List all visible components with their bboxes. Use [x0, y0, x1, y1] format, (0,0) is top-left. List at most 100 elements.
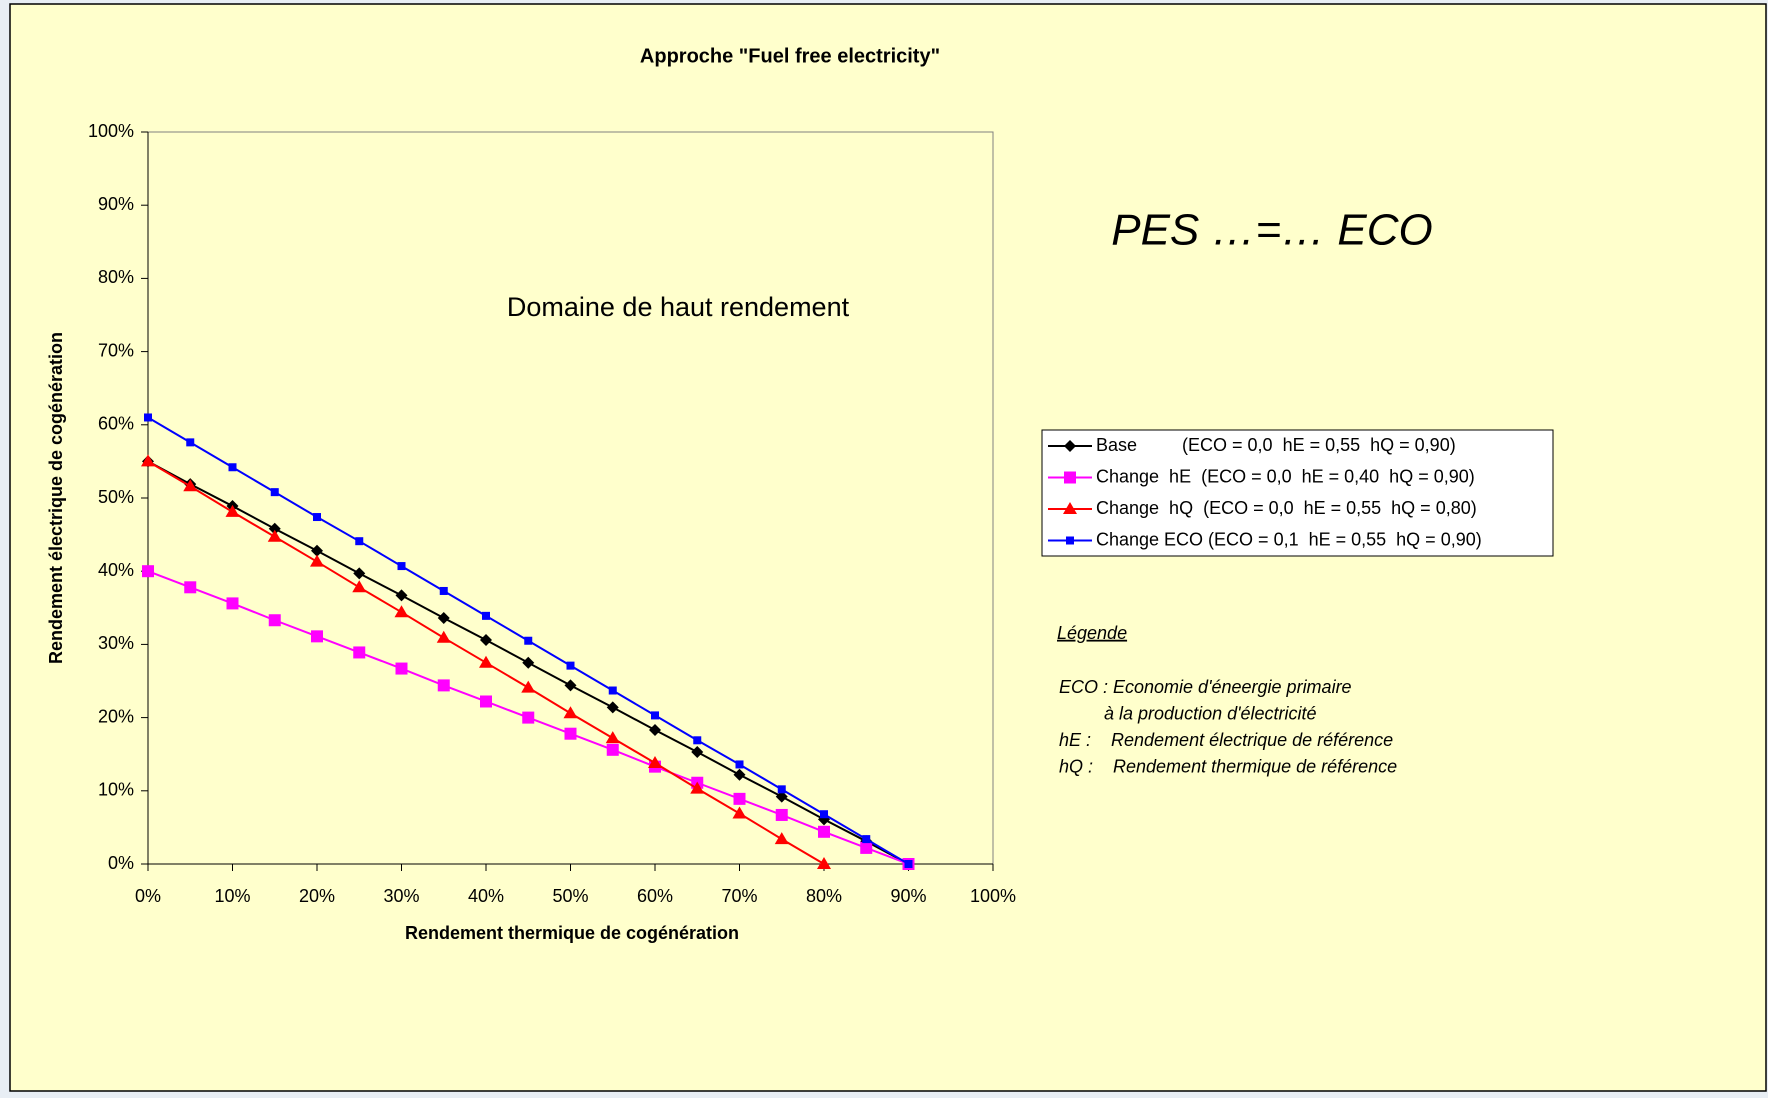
marker — [733, 768, 746, 781]
marker — [608, 686, 617, 695]
y-axis-label: Rendement électrique de cogénération — [46, 332, 66, 664]
marker — [268, 522, 281, 535]
y-tick-label: 90% — [98, 194, 134, 214]
notes-line: ECO : Economie d'éneergie primaire — [1059, 677, 1352, 697]
marker — [735, 760, 744, 769]
marker — [524, 636, 533, 645]
marker — [353, 646, 366, 659]
x-tick-label: 80% — [806, 886, 842, 906]
legend-label: Change hQ (ECO = 0,0 hE = 0,55 hQ = 0,80… — [1096, 498, 1477, 518]
marker — [606, 701, 619, 714]
x-tick-label: 0% — [135, 886, 161, 906]
marker — [270, 488, 279, 497]
marker — [690, 781, 705, 794]
marker — [818, 825, 830, 838]
marker — [183, 479, 198, 492]
marker — [480, 634, 492, 647]
marker — [226, 597, 239, 610]
marker — [522, 711, 535, 724]
marker — [186, 438, 195, 447]
x-tick-label: 10% — [214, 886, 250, 906]
x-tick-label: 100% — [970, 886, 1016, 906]
x-tick-label: 40% — [468, 886, 504, 906]
annotation: Domaine de haut rendement — [507, 292, 850, 322]
legend-label: Base (ECO = 0,0 hE = 0,55 hQ = 0,90) — [1096, 435, 1456, 455]
marker — [1064, 471, 1076, 484]
marker — [606, 743, 619, 756]
marker — [394, 605, 409, 618]
marker — [733, 792, 746, 805]
marker — [904, 860, 913, 868]
x-tick-label: 60% — [637, 886, 673, 906]
marker — [1063, 502, 1077, 514]
marker — [436, 630, 451, 643]
marker — [353, 567, 366, 580]
marker — [648, 755, 662, 768]
marker — [775, 808, 788, 821]
marker — [268, 614, 281, 627]
marker — [311, 544, 323, 557]
marker — [395, 662, 408, 675]
marker — [144, 413, 152, 422]
legend-label: Change ECO (ECO = 0,1 hE = 0,55 hQ = 0,9… — [1096, 529, 1482, 549]
marker — [564, 679, 577, 692]
marker — [479, 655, 493, 668]
marker — [862, 835, 871, 844]
marker — [566, 661, 575, 670]
marker — [605, 731, 620, 744]
marker — [649, 724, 661, 737]
marker — [141, 454, 155, 467]
marker — [311, 630, 323, 643]
marker — [521, 680, 536, 693]
legend-box — [1041, 429, 1554, 557]
marker — [310, 554, 324, 567]
y-tick-label: 70% — [98, 340, 134, 360]
notes-title: Légende — [1057, 623, 1127, 643]
marker — [437, 612, 450, 625]
x-axis-label: Rendement thermique de cogénération — [405, 923, 739, 943]
chart-title: Approche "Fuel free electricity" — [640, 45, 940, 67]
y-tick-label: 60% — [98, 414, 134, 434]
marker — [482, 611, 490, 620]
marker — [397, 562, 406, 571]
marker — [267, 529, 282, 542]
marker — [820, 810, 828, 819]
notes-line: hQ : Rendement thermique de référence — [1059, 756, 1397, 776]
marker — [563, 706, 578, 719]
legend-label: Change hE (ECO = 0,0 hE = 0,40 hQ = 0,90… — [1096, 466, 1475, 486]
y-tick-label: 100% — [88, 121, 134, 141]
marker — [691, 746, 704, 759]
y-tick-label: 0% — [108, 853, 134, 873]
marker — [355, 537, 364, 546]
marker — [817, 857, 831, 869]
notes-line: à la production d'électricité — [1059, 703, 1317, 723]
marker — [352, 580, 367, 593]
marker — [860, 841, 873, 854]
y-tick-label: 50% — [98, 487, 134, 507]
marker — [313, 513, 321, 522]
marker — [732, 806, 747, 819]
x-tick-label: 30% — [383, 886, 419, 906]
marker — [437, 679, 450, 692]
x-tick-label: 70% — [721, 886, 757, 906]
marker — [777, 785, 786, 794]
marker — [228, 463, 237, 472]
marker — [439, 586, 448, 595]
marker — [1066, 536, 1074, 545]
headline: PES …=… ECO — [1111, 206, 1433, 255]
y-tick-label: 10% — [98, 780, 134, 800]
y-tick-label: 40% — [98, 560, 134, 580]
marker — [522, 656, 535, 669]
notes-line: hE : Rendement électrique de référence — [1059, 730, 1393, 750]
y-tick-label: 20% — [98, 706, 134, 726]
marker — [142, 565, 154, 578]
marker — [395, 589, 408, 602]
marker — [693, 736, 702, 745]
x-tick-label: 90% — [890, 886, 926, 906]
marker — [774, 832, 789, 845]
x-tick-label: 50% — [552, 886, 588, 906]
y-tick-label: 30% — [98, 633, 134, 653]
y-tick-label: 80% — [98, 267, 134, 287]
